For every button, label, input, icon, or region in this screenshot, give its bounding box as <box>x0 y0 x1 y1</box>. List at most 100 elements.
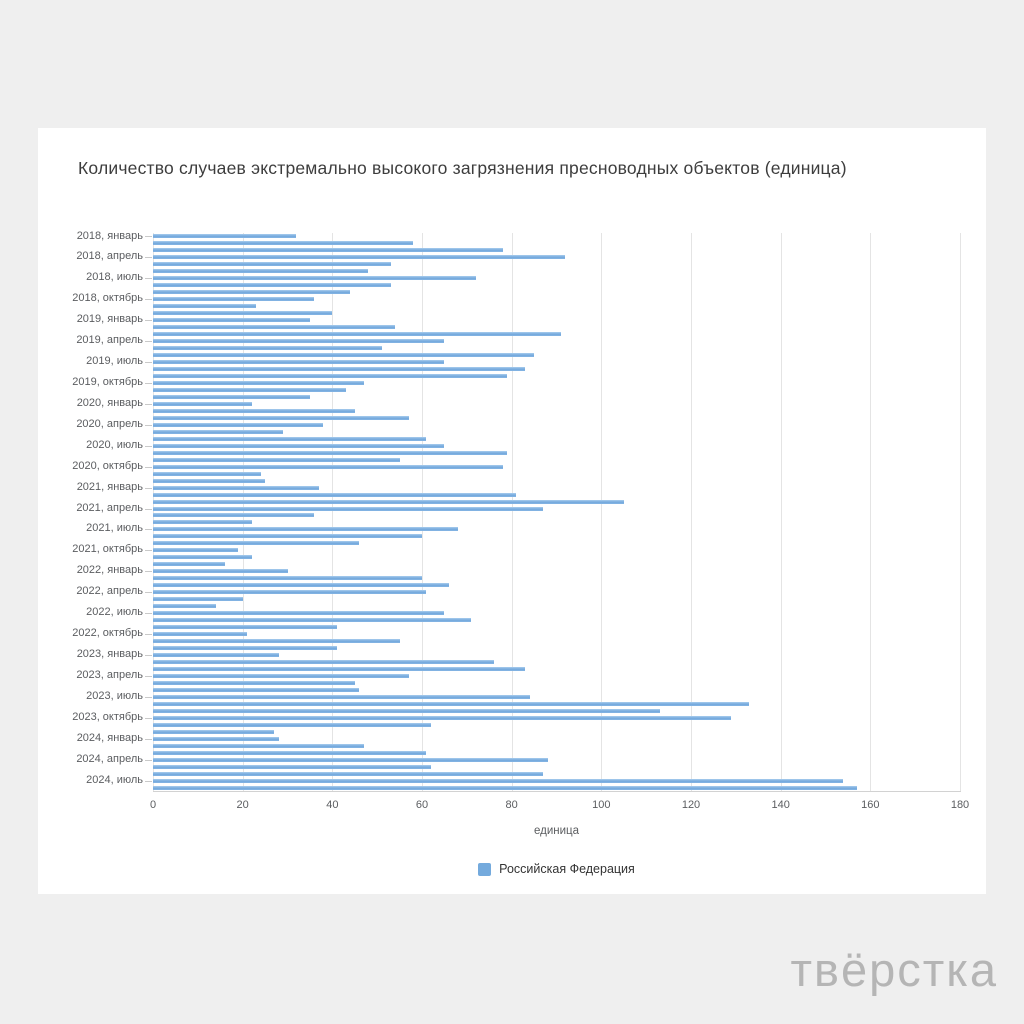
bar[interactable] <box>153 541 360 546</box>
bar[interactable] <box>153 548 239 553</box>
bar[interactable] <box>153 283 391 288</box>
bar[interactable] <box>153 632 248 637</box>
bar[interactable] <box>153 443 445 448</box>
bar[interactable] <box>153 590 427 595</box>
y-tick-label: 2024, апрель <box>76 752 143 765</box>
bar[interactable] <box>153 367 526 371</box>
bar[interactable] <box>153 471 261 476</box>
bar[interactable] <box>153 625 337 630</box>
bar[interactable] <box>153 346 382 351</box>
bar[interactable] <box>153 304 257 309</box>
bar[interactable] <box>153 701 750 706</box>
bar[interactable] <box>153 276 476 281</box>
bar[interactable] <box>153 597 243 602</box>
y-tick-label: 2022, апрель <box>76 585 143 598</box>
y-tick-label: 2021, июль <box>86 522 143 535</box>
bar[interactable] <box>153 618 472 623</box>
bar[interactable] <box>153 736 279 741</box>
bar[interactable] <box>153 373 508 378</box>
bar[interactable] <box>153 408 355 413</box>
bar[interactable] <box>153 743 364 748</box>
bar[interactable] <box>153 534 422 539</box>
bar[interactable] <box>153 360 445 365</box>
bar[interactable] <box>153 639 400 644</box>
bar[interactable] <box>153 387 346 392</box>
bar[interactable] <box>153 492 517 497</box>
bar[interactable] <box>153 499 624 504</box>
bar[interactable] <box>153 527 458 532</box>
bar[interactable] <box>153 562 225 567</box>
bar[interactable] <box>153 422 324 427</box>
bar[interactable] <box>153 757 548 762</box>
bar[interactable] <box>153 234 297 239</box>
legend-item[interactable]: Российская Федерация <box>153 862 960 876</box>
bar[interactable] <box>153 513 315 518</box>
bar[interactable] <box>153 318 310 323</box>
x-axis-title: единица <box>533 825 580 837</box>
bar[interactable] <box>153 429 284 434</box>
y-tick-label: 2019, апрель <box>76 334 143 347</box>
bar[interactable] <box>153 394 310 399</box>
bar[interactable] <box>153 694 530 699</box>
bar[interactable] <box>153 290 351 295</box>
y-tick-mark <box>145 278 152 280</box>
bar[interactable] <box>153 297 315 302</box>
y-tick-label: 2019, январь <box>76 313 143 326</box>
bar[interactable] <box>153 485 319 490</box>
bar[interactable] <box>153 555 252 560</box>
bar[interactable] <box>153 353 535 358</box>
bar[interactable] <box>153 646 337 650</box>
x-tick-label: 140 <box>771 799 790 811</box>
y-tick-label: 2023, январь <box>76 647 143 660</box>
bar[interactable] <box>153 659 494 664</box>
y-tick-mark <box>145 320 152 322</box>
bar[interactable] <box>153 478 266 483</box>
bar[interactable] <box>153 255 566 260</box>
bar[interactable] <box>153 750 427 755</box>
bar[interactable] <box>153 464 503 469</box>
bar[interactable] <box>153 311 333 316</box>
y-tick-label: 2020, апрель <box>76 417 143 430</box>
bar[interactable] <box>153 380 364 385</box>
bar[interactable] <box>153 241 414 246</box>
bar[interactable] <box>153 450 508 455</box>
bar[interactable] <box>153 332 561 337</box>
bar[interactable] <box>153 520 252 525</box>
bar[interactable] <box>153 583 449 588</box>
x-tick-label: 120 <box>681 799 701 811</box>
bar[interactable] <box>153 771 544 776</box>
y-tick-mark <box>145 571 152 573</box>
y-tick-label: 2019, октябрь <box>72 375 143 388</box>
bar[interactable] <box>153 666 526 671</box>
bar[interactable] <box>153 778 844 783</box>
bar[interactable] <box>153 604 216 609</box>
bar[interactable] <box>153 680 355 685</box>
y-tick-label: 2023, октябрь <box>72 710 143 723</box>
bar[interactable] <box>153 722 431 727</box>
bar[interactable] <box>153 611 445 616</box>
bar[interactable] <box>153 785 857 790</box>
y-tick-mark <box>145 257 152 259</box>
bar[interactable] <box>153 506 544 511</box>
chart-area: 2018, январь 2018, апрель 2018, июль 2018, … <box>38 230 986 893</box>
bar[interactable] <box>153 269 369 274</box>
bar[interactable] <box>153 673 409 678</box>
bar[interactable] <box>153 262 391 267</box>
bar[interactable] <box>153 325 396 330</box>
bar[interactable] <box>153 576 422 581</box>
bar[interactable] <box>153 715 732 720</box>
bar[interactable] <box>153 248 503 253</box>
bar[interactable] <box>153 339 445 344</box>
bar[interactable] <box>153 652 279 657</box>
bar[interactable] <box>153 401 252 406</box>
y-tick-mark <box>145 675 152 677</box>
bar[interactable] <box>153 687 360 692</box>
bar[interactable] <box>153 436 427 441</box>
bar[interactable] <box>153 729 275 734</box>
bar[interactable] <box>153 764 431 769</box>
bar[interactable] <box>153 569 288 574</box>
bar[interactable] <box>153 415 409 420</box>
gridline <box>870 233 872 791</box>
bar[interactable] <box>153 457 400 462</box>
bar[interactable] <box>153 708 660 713</box>
